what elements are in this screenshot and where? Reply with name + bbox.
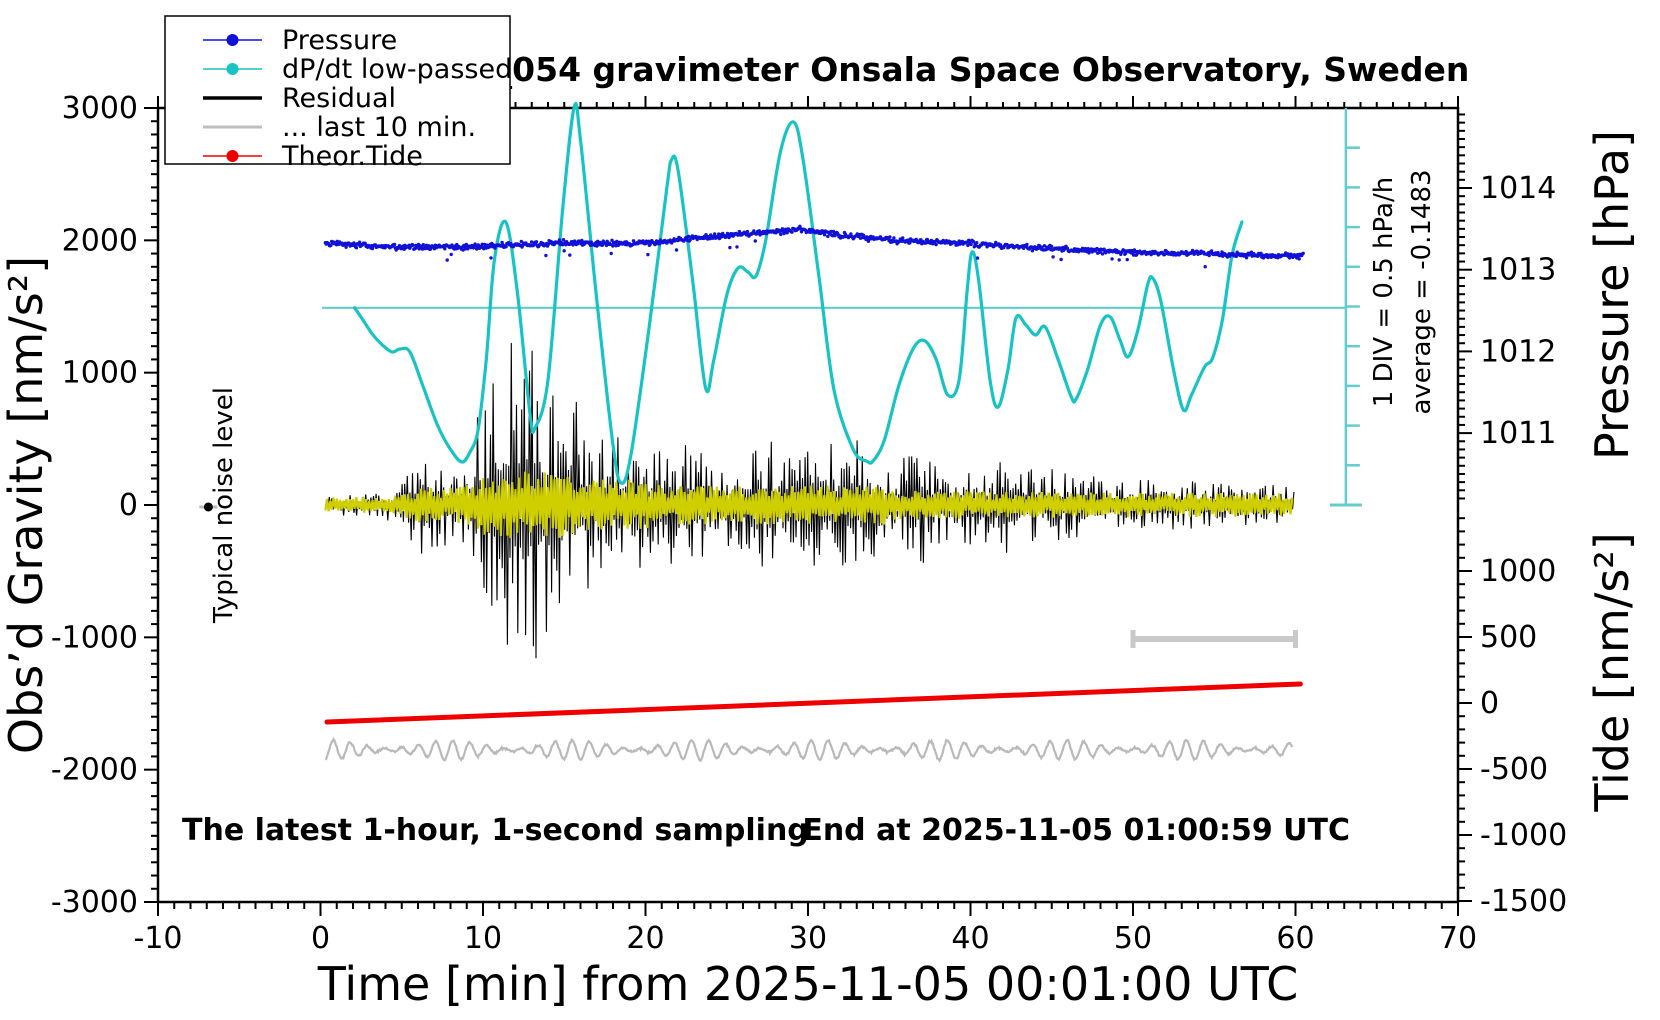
- gravity-tick-label: -1000: [51, 620, 138, 655]
- x-tick-label: -10: [134, 921, 183, 956]
- legend-item--last-10-min-: ... last 10 min.: [203, 112, 476, 143]
- tide-tick-label: -500: [1480, 752, 1548, 787]
- legend-item-residual: Residual: [203, 83, 396, 114]
- end-time-note: End at 2025-11-05 01:00:59 UTC: [802, 813, 1350, 848]
- x-tick-label: 20: [626, 921, 664, 956]
- legend-item-label: ... last 10 min.: [282, 112, 476, 143]
- pressure-tick-label: 1012: [1480, 334, 1556, 369]
- legend-item-dp-dt-low-passed: dP/dt low-passed: [203, 54, 512, 85]
- legend-item-theor-tide: Theor.Tide: [203, 141, 423, 172]
- legend-item-label: Residual: [282, 83, 396, 114]
- legend-item-label: Pressure: [282, 25, 397, 56]
- gravity-tick-label: 0: [119, 488, 138, 523]
- average-note: average = -0.1483: [1407, 169, 1437, 414]
- tide-tick-label: -1000: [1480, 818, 1567, 853]
- last10-residual-curve: [324, 737, 1294, 763]
- axis-tick-labels: -10 0 10 20 30 40 50 60 70 3000 2000 1000 0 -1000 -200…: [51, 91, 1567, 956]
- pressure-axis-title: Pressure [hPa]: [1585, 130, 1639, 460]
- x-tick-label: 30: [789, 921, 827, 956]
- tide-tick-label: 0: [1480, 686, 1499, 721]
- tide-tick-label: 500: [1480, 620, 1537, 655]
- data-series: [199, 101, 1362, 763]
- tide-tick-label: 1000: [1480, 554, 1556, 589]
- gravity-tick-label: 2000: [62, 223, 138, 258]
- div-note: 1 DIV = 0.5 hPa/h: [1369, 177, 1399, 407]
- x-tick-label: 60: [1276, 921, 1314, 956]
- pressure-tick-label: 1013: [1480, 253, 1556, 288]
- x-tick-label: 70: [1439, 921, 1477, 956]
- legend-dot-sample: [226, 150, 239, 162]
- legend-dot-sample: [226, 34, 239, 46]
- legend-item-pressure: Pressure: [203, 25, 397, 56]
- legend-item-label: dP/dt low-passed: [282, 54, 512, 85]
- sampling-note: The latest 1-hour, 1-second sampling: [182, 813, 809, 848]
- tide-axis-title: Tide [nm/s²]: [1585, 532, 1639, 812]
- gravity-tick-label: -2000: [51, 753, 138, 788]
- x-tick-label: 50: [1114, 921, 1152, 956]
- x-tick-label: 0: [311, 921, 330, 956]
- x-tick-label: 40: [951, 921, 989, 956]
- gravity-tick-label: -3000: [51, 885, 138, 920]
- gravity-tick-label: 1000: [62, 356, 138, 391]
- pressure-tick-label: 1011: [1480, 416, 1556, 451]
- noise-level-label: Typical noise level: [209, 387, 239, 624]
- gravity-tick-label: 3000: [62, 91, 138, 126]
- tide-tick-label: -1500: [1480, 884, 1567, 919]
- gravity-axis-title: Obs’d Gravity [nm/s²]: [0, 256, 53, 754]
- pressure-curve: [323, 224, 1305, 269]
- dpdt-curve: [353, 101, 1244, 485]
- pressure-tick-label: 1014: [1480, 171, 1556, 206]
- legend-item-label: Theor.Tide: [281, 141, 423, 172]
- chart-title: SCG_054 gravimeter Onsala Space Observat…: [421, 50, 1470, 89]
- x-tick-label: 10: [464, 921, 502, 956]
- theor-tide-line: [324, 681, 1303, 725]
- residual-recent-overlay-curve: [324, 471, 1294, 539]
- legend-dot-sample: [226, 63, 239, 75]
- noise-level-marker: [203, 502, 213, 512]
- x-axis-title: Time [min] from 2025-11-05 00:01:00 UTC: [317, 957, 1299, 1011]
